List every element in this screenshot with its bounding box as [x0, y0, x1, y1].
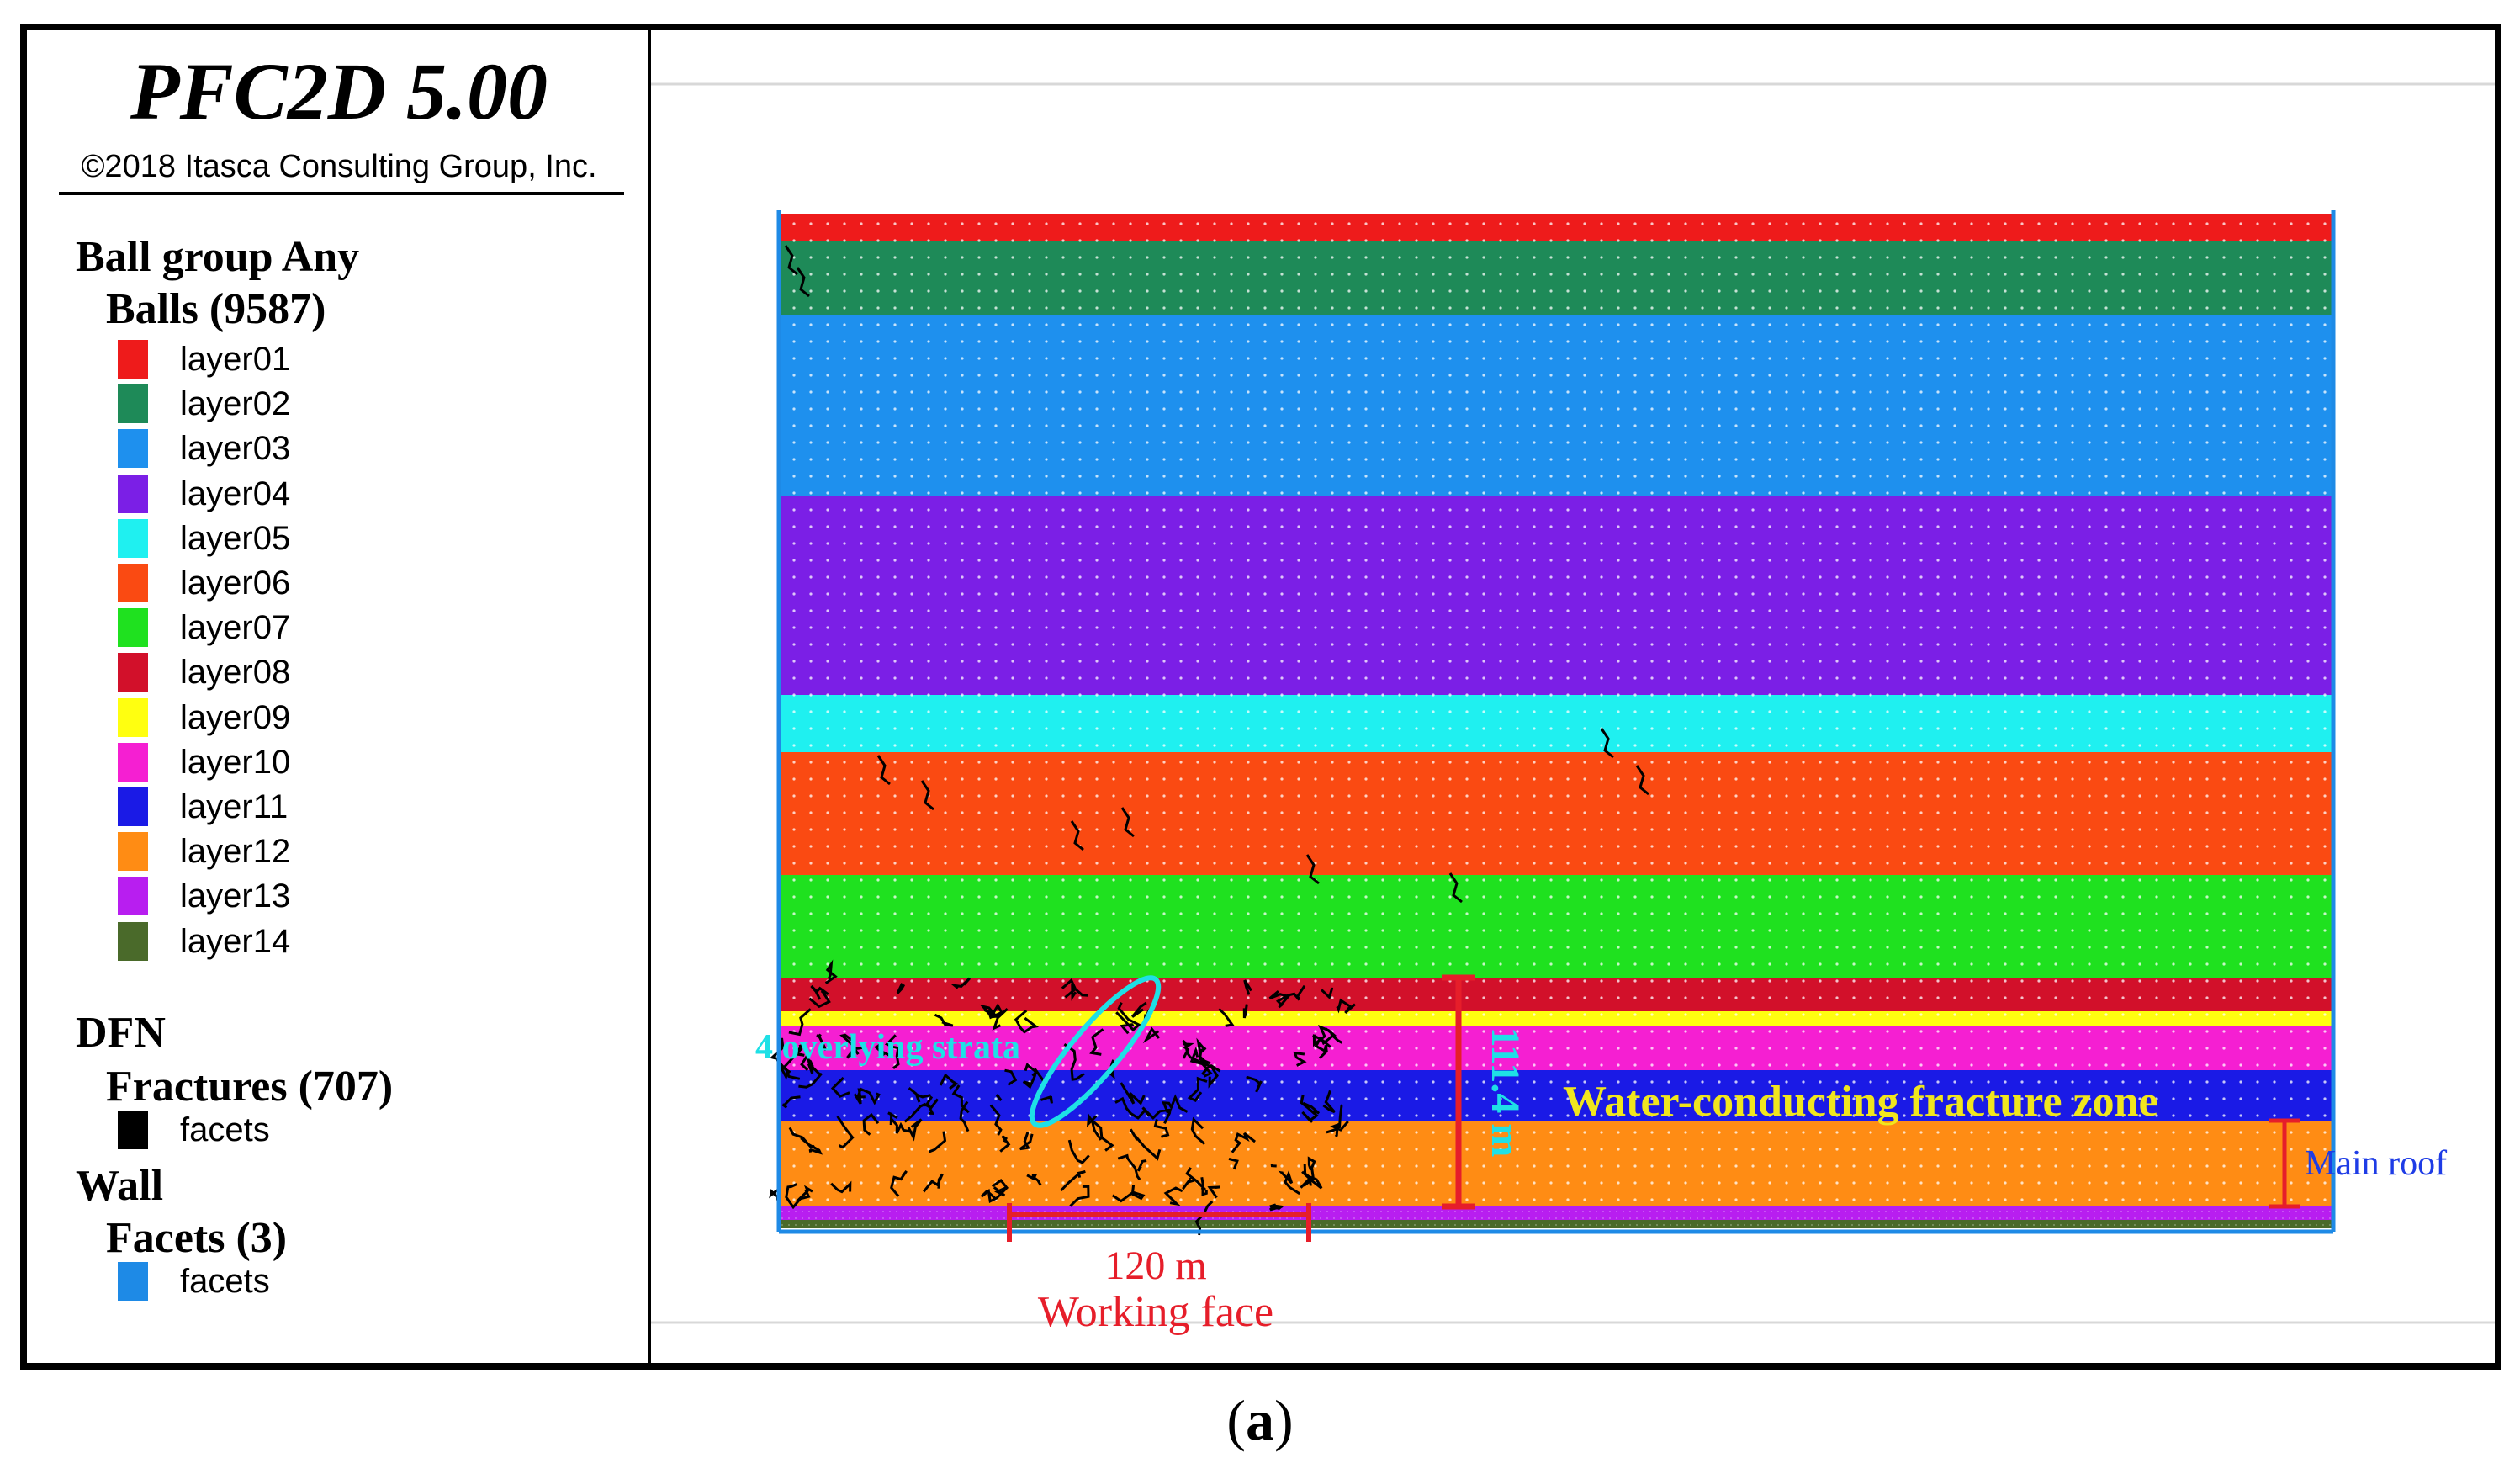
model-view: 4 overlying strata Water-conducting frac…: [651, 30, 2495, 1363]
layer02-swatch: [118, 384, 148, 424]
layer07-label: layer07: [180, 609, 291, 647]
working-face-label: Working face: [1038, 1288, 1273, 1336]
stratum-layer03: [779, 315, 2333, 496]
layer09-label: layer09: [180, 698, 291, 736]
layer12-label: layer12: [180, 833, 291, 871]
layer05-label: layer05: [180, 519, 291, 557]
annotations: 4 overlying strata Water-conducting frac…: [755, 974, 2447, 1336]
layer09-swatch: [118, 697, 148, 737]
fracture-network: [769, 245, 1649, 1236]
wall-facets-label: facets: [180, 1263, 270, 1300]
strata-layers: [779, 214, 2333, 1228]
stratum-layer06: [779, 752, 2333, 875]
fracture-facets-label: facets: [180, 1111, 270, 1148]
layer12-swatch: [118, 832, 148, 872]
fractures-heading: Fractures (707): [106, 1063, 394, 1111]
title-divider: [59, 192, 624, 195]
caption-letter: a: [1246, 1388, 1274, 1452]
layer11-label: layer11: [180, 788, 289, 825]
fracture-facets-swatch: [118, 1111, 148, 1149]
stratum-layer07: [779, 875, 2333, 978]
layer05-swatch: [118, 518, 148, 558]
ball-group-heading: Ball group Any: [76, 233, 360, 281]
layer03-label: layer03: [180, 430, 291, 468]
caption-open-paren: (: [1226, 1388, 1246, 1452]
layer10-label: layer10: [180, 743, 291, 781]
caption-close-paren: ): [1274, 1388, 1294, 1452]
figure-caption: (a): [0, 1387, 2520, 1454]
layer14-swatch: [118, 921, 148, 961]
working-face-width-label: 120 m: [1104, 1243, 1206, 1288]
pfc-viewer-frame: PFC2D 5.00 ©2018 Itasca Consulting Group…: [20, 24, 2501, 1370]
stratum-layer08: [779, 978, 2333, 1011]
layer01-label: layer01: [180, 341, 291, 378]
dfn-heading: DFN: [76, 1009, 166, 1057]
app-title: PFC2D 5.00: [130, 46, 548, 136]
layer08-swatch: [118, 653, 148, 692]
stratum-layer01: [779, 214, 2333, 241]
fracture-facets: [769, 245, 1649, 1236]
layer13-swatch: [118, 877, 148, 916]
stratum-layer05: [779, 695, 2333, 752]
stratum-layer10: [779, 1026, 2333, 1070]
height-dimension-label: 111.4 m: [1483, 1027, 1527, 1158]
layer11-swatch: [118, 787, 148, 826]
layer04-swatch: [118, 474, 148, 513]
layer01-swatch: [118, 340, 148, 379]
layer06-swatch: [118, 564, 148, 602]
stratum-layer14: [779, 1220, 2333, 1228]
main-roof-label: Main roof: [2305, 1144, 2447, 1183]
layer06-label: layer06: [180, 565, 291, 602]
stratum-layer12: [779, 1121, 2333, 1206]
layer08-label: layer08: [180, 654, 291, 692]
balls-heading: Balls (9587): [106, 285, 326, 333]
copyright-notice: ©2018 Itasca Consulting Group, Inc.: [81, 149, 597, 184]
layer02-label: layer02: [180, 385, 291, 423]
layer13-label: layer13: [180, 878, 291, 915]
layer10-swatch: [118, 742, 148, 782]
layer03-swatch: [118, 429, 148, 469]
wall-facets-heading: Facets (3): [106, 1214, 288, 1262]
stratum-layer09: [779, 1011, 2333, 1026]
overlying-strata-label: 4 overlying strata: [755, 1028, 1020, 1067]
legend-panel: PFC2D 5.00 ©2018 Itasca Consulting Group…: [27, 30, 651, 1363]
overlying-strata-ellipse: [1029, 975, 1162, 1128]
wall-facets-swatch: [118, 1262, 148, 1301]
stratum-layer02: [779, 241, 2333, 315]
fracture-zone-label: Water-conducting fracture zone: [1563, 1078, 2158, 1126]
wall-heading: Wall: [76, 1162, 164, 1210]
model-walls: [776, 210, 2336, 1234]
layer07-swatch: [118, 608, 148, 648]
layer14-label: layer14: [180, 922, 291, 960]
layer04-label: layer04: [180, 475, 291, 512]
model-canvas: 4 overlying strata Water-conducting frac…: [651, 82, 2495, 1336]
stratum-layer04: [779, 496, 2333, 695]
